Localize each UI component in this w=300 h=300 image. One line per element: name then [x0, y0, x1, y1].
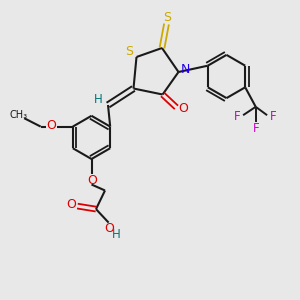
- Text: CH₃: CH₃: [9, 110, 27, 120]
- Text: H: H: [94, 93, 103, 106]
- Text: N: N: [180, 62, 190, 76]
- Text: O: O: [178, 102, 188, 116]
- Text: O: O: [67, 198, 76, 211]
- Text: O: O: [46, 119, 56, 132]
- Text: F: F: [234, 110, 240, 123]
- Text: F: F: [270, 110, 276, 123]
- Text: H: H: [112, 228, 121, 241]
- Text: F: F: [253, 122, 260, 135]
- Text: O: O: [105, 222, 114, 235]
- Text: O: O: [87, 173, 97, 187]
- Text: S: S: [125, 45, 133, 58]
- Text: S: S: [163, 11, 171, 24]
